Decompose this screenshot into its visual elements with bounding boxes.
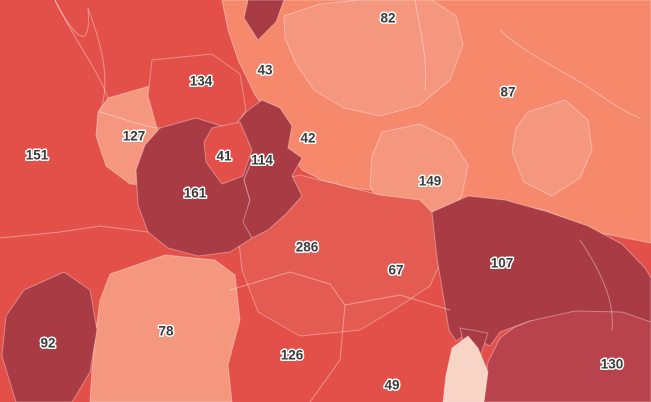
- region-82[interactable]: [283, 0, 464, 117]
- border-line: [499, 29, 641, 119]
- region-label-114: 114: [251, 153, 273, 168]
- region-label-43: 43: [257, 63, 273, 78]
- border-line: [54, 0, 161, 129]
- region-label-151: 151: [26, 148, 49, 163]
- region-label-42: 42: [300, 131, 315, 146]
- border-line: [229, 271, 346, 402]
- border-line: [54, 0, 109, 99]
- region-label-286: 286: [296, 240, 319, 255]
- region-label-41: 41: [216, 149, 232, 164]
- region-label-67: 67: [388, 263, 403, 278]
- region-right-edge-light[interactable]: [511, 99, 593, 197]
- border-line: [344, 294, 451, 311]
- region-label-127: 127: [123, 129, 146, 144]
- region-label-49: 49: [384, 378, 399, 393]
- border-line: [579, 239, 613, 331]
- region-label-78: 78: [158, 324, 174, 339]
- region-label-92: 92: [40, 336, 55, 351]
- region-label-130: 130: [601, 357, 624, 372]
- border-line: [414, 0, 427, 91]
- region-label-134: 134: [190, 74, 213, 89]
- region-label-82: 82: [380, 11, 395, 26]
- region-labels: 82 43 134 87 127 42 151 41 114 149 161 286 107 67 78 92…: [24, 9, 625, 394]
- region-130[interactable]: [481, 310, 651, 402]
- border-line: [0, 225, 149, 239]
- region-label-149: 149: [419, 174, 442, 189]
- region-114[interactable]: [235, 99, 303, 239]
- region-label-161: 161: [184, 186, 207, 201]
- region-label-126: 126: [281, 348, 304, 363]
- region-pale-wedge[interactable]: [442, 335, 489, 402]
- region-pale-cap[interactable]: [459, 327, 489, 355]
- region-78[interactable]: [89, 254, 241, 402]
- region-top-wedge[interactable]: [243, 0, 285, 41]
- region-286-67[interactable]: [236, 174, 447, 337]
- region-label-87: 87: [500, 85, 515, 100]
- region-92[interactable]: [1, 271, 98, 402]
- region-41[interactable]: [203, 121, 253, 185]
- region-label-107: 107: [491, 256, 514, 271]
